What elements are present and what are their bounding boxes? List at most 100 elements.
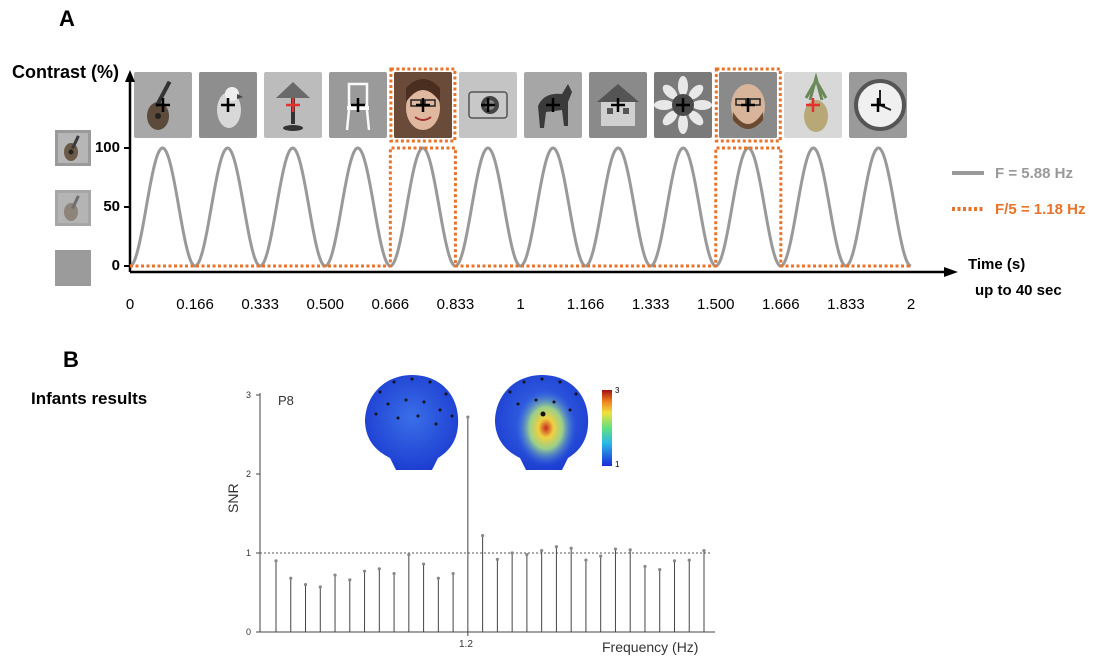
snr-stem-marker	[436, 576, 440, 580]
snr-stem-marker	[702, 549, 706, 553]
head-topomap-right	[495, 375, 589, 470]
pineapple-icon	[784, 72, 843, 138]
fixation-cross	[415, 98, 430, 112]
panel-b-letter: B	[63, 347, 79, 372]
x-tick-label: 1.666	[762, 296, 800, 313]
chair-icon	[328, 72, 387, 138]
p8-hotspot	[516, 390, 576, 466]
colorbar-gradient	[602, 390, 612, 466]
stimulus-sunflower	[654, 72, 713, 138]
snr-stem-marker	[554, 545, 559, 549]
guitar-half-icon	[55, 190, 91, 226]
snr-stem-marker	[377, 567, 381, 571]
x-tick-label: 0.166	[176, 296, 214, 313]
legend-label-f: F = 5.88 Hz	[995, 165, 1073, 182]
y-axis-arrow	[125, 70, 135, 82]
colorbar-max: 3	[615, 386, 620, 395]
snr-stem-marker	[687, 558, 691, 562]
x-tick-label: 2	[906, 296, 916, 313]
snr-stem-marker	[348, 578, 352, 582]
x-tick-label: 1	[516, 296, 525, 313]
snr-stem-marker	[540, 549, 544, 553]
stimulus-house	[589, 72, 648, 138]
stimulus-clock	[849, 72, 908, 138]
guitar-icon	[133, 72, 192, 138]
x-tick-label: 1.166	[566, 296, 605, 313]
snr-stem-marker	[289, 576, 293, 580]
camera-icon	[458, 72, 517, 138]
fixation-cross	[285, 98, 300, 112]
stimulus-camera	[458, 72, 517, 138]
face-woman-icon	[393, 72, 452, 138]
highlight-box-cycle-5	[389, 67, 457, 143]
x-axis-arrow	[944, 267, 958, 277]
x-tick-label: 0	[125, 296, 135, 313]
fixation-cross	[546, 98, 561, 112]
fixation-cross	[611, 98, 626, 112]
square-window-path	[130, 146, 911, 268]
snr-ytick-label: 2	[246, 469, 251, 479]
snr-xtick-1-2: 1.2	[459, 639, 473, 650]
snr-stem-marker	[599, 554, 603, 558]
snr-stem-marker	[303, 583, 308, 587]
snr-stem-marker	[421, 562, 426, 566]
highlight-boxes	[389, 67, 782, 143]
snr-y-ticks: 0 1 2 3	[246, 390, 260, 637]
snr-ytick-label: 1	[246, 548, 251, 558]
series-f5-line	[130, 146, 911, 268]
snr-stem-marker	[525, 552, 529, 557]
panel-a-ylabel: Contrast (%)	[12, 62, 119, 82]
x-tick-label: 0.500	[306, 296, 345, 313]
snr-stem-marker	[584, 558, 588, 562]
x-tick-label: 1.500	[696, 296, 735, 313]
panel-a-xlabel-sub: up to 40 sec	[975, 282, 1062, 299]
lamp-icon	[263, 72, 322, 138]
stimulus-parrot	[198, 72, 257, 138]
side-thumb-zero-contrast	[55, 250, 91, 286]
sunflower-icon	[654, 72, 713, 138]
snr-stem-marker	[495, 557, 499, 561]
head-topomap-left	[365, 375, 459, 470]
ytick-0: 0	[111, 257, 120, 274]
snr-ytick-label: 0	[246, 627, 251, 637]
stimulus-lamp	[263, 72, 322, 138]
snr-xlabel: Frequency (Hz)	[602, 639, 699, 655]
colorbar-min: 1	[615, 460, 620, 469]
horse-icon	[524, 72, 583, 138]
clock-icon	[849, 72, 908, 138]
fixation-cross	[220, 98, 235, 112]
x-tick-label: 1.333	[631, 296, 670, 313]
stimulus-face-woman	[393, 72, 452, 138]
snr-stem-marker	[658, 567, 662, 572]
snr-stem-marker	[628, 548, 632, 552]
highlight-box-cycle-10	[714, 67, 782, 143]
ytick-100: 100	[94, 139, 120, 156]
panel-b-title: Infants results	[31, 389, 148, 408]
snr-stem-marker	[362, 569, 367, 573]
snr-stem-marker	[466, 415, 470, 419]
snr-stem-marker	[481, 534, 485, 538]
snr-ytick-label: 3	[246, 390, 251, 400]
snr-stem-marker	[672, 559, 677, 563]
fixation-cross	[806, 98, 821, 112]
x-tick-label: 0.333	[241, 296, 279, 313]
stimulus-pineapple	[784, 72, 843, 138]
legend-label-f5: F/5 = 1.18 Hz	[995, 201, 1086, 218]
snr-stem-marker	[569, 546, 573, 550]
fixation-cross	[871, 98, 886, 112]
stimulus-face-man	[719, 72, 778, 138]
stimulus-guitar	[133, 72, 192, 138]
stimulus-chair	[328, 72, 387, 138]
face-man-icon	[719, 72, 778, 138]
x-tick-label: 1.833	[827, 296, 865, 313]
snr-stem-marker	[333, 573, 337, 577]
head-shape-left	[365, 375, 459, 470]
snr-stem-marker	[613, 547, 618, 551]
legend-swatches	[952, 171, 984, 211]
snr-stem-marker	[318, 585, 322, 589]
ytick-50: 50	[103, 198, 120, 215]
snr-stem-marker	[274, 559, 278, 563]
snr-stem-marker	[510, 551, 514, 555]
snr-stem-marker	[451, 571, 455, 576]
